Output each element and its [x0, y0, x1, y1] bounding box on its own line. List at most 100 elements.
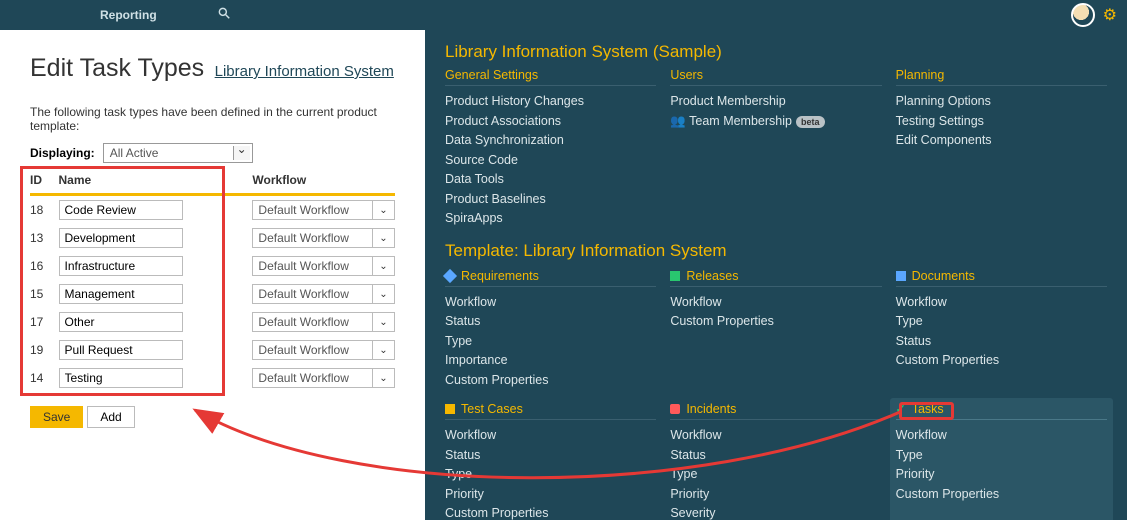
workflow-select[interactable]: Default Workflow [252, 340, 373, 360]
link-testcases-status[interactable]: Status [445, 446, 656, 466]
diamond-icon [443, 268, 457, 282]
name-input[interactable] [59, 368, 183, 388]
table-row: 15 Default Workflow⌄ [30, 280, 395, 308]
name-input[interactable] [59, 340, 183, 360]
link-incidents-status[interactable]: Status [670, 446, 881, 466]
chevron-down-icon[interactable]: ⌄ [373, 340, 395, 360]
task-types-table: ID Name Workflow 18Default Workflow⌄13De… [30, 169, 395, 392]
workflow-select[interactable]: Default Workflow [252, 228, 373, 248]
link-general-product-associations[interactable]: Product Associations [445, 112, 656, 132]
chevron-down-icon[interactable]: ⌄ [373, 312, 395, 332]
link-requirements-importance[interactable]: Importance [445, 351, 656, 371]
row-id: 15 [30, 287, 59, 301]
chevron-down-icon[interactable]: ⌄ [373, 368, 395, 388]
link-tasks-workflow[interactable]: Workflow [896, 426, 1107, 446]
col-workflow: Workflow [252, 173, 395, 187]
link-team-membership[interactable]: 👥 Team Membershipbeta [670, 112, 881, 132]
workflow-select[interactable]: Default Workflow [252, 284, 373, 304]
link-tasks-priority[interactable]: Priority [896, 465, 1107, 485]
table-row: 16 Default Workflow⌄ [30, 252, 395, 280]
check-icon: ✓ [896, 402, 906, 416]
chevron-down-icon[interactable]: ⌄ [373, 256, 395, 276]
link-incidents-priority[interactable]: Priority [670, 485, 881, 505]
link-releases-workflow[interactable]: Workflow [670, 293, 881, 313]
requirements-head[interactable]: Requirements [445, 269, 656, 287]
chevron-down-icon[interactable]: ⌄ [373, 284, 395, 304]
workflow-select[interactable]: Default Workflow [252, 256, 373, 276]
tasks-head[interactable]: ✓Tasks [896, 402, 1107, 420]
row-id: 13 [30, 231, 59, 245]
save-button[interactable]: Save [30, 406, 83, 428]
link-product-membership[interactable]: Product Membership [670, 92, 881, 112]
link-planning-testing-settings[interactable]: Testing Settings [896, 112, 1107, 132]
name-input[interactable] [59, 228, 183, 248]
link-documents-custom-properties[interactable]: Custom Properties [896, 351, 1107, 371]
name-input[interactable] [59, 256, 183, 276]
row-id: 17 [30, 315, 59, 329]
beta-badge: beta [796, 116, 825, 129]
link-general-product-history-changes[interactable]: Product History Changes [445, 92, 656, 112]
name-input[interactable] [59, 284, 183, 304]
table-row: 19Default Workflow⌄ [30, 336, 395, 364]
link-incidents-type[interactable]: Type [670, 465, 881, 485]
name-input[interactable] [59, 312, 183, 332]
intro-text: The following task types have been defin… [30, 105, 395, 133]
link-general-data-synchronization[interactable]: Data Synchronization [445, 131, 656, 151]
link-testcases-workflow[interactable]: Workflow [445, 426, 656, 446]
link-general-product-baselines[interactable]: Product Baselines [445, 190, 656, 210]
displaying-select[interactable]: All Active [103, 143, 253, 163]
table-row: 18 Default Workflow⌄ [30, 196, 395, 224]
name-input[interactable] [59, 200, 183, 220]
link-planning-edit-components[interactable]: Edit Components [896, 131, 1107, 151]
link-tasks-type[interactable]: Type [896, 446, 1107, 466]
general-settings-head[interactable]: General Settings [445, 68, 656, 86]
chevron-down-icon[interactable]: ⌄ [373, 228, 395, 248]
planning-head[interactable]: Planning [896, 68, 1107, 86]
avatar[interactable] [1071, 3, 1095, 27]
testcases-head[interactable]: Test Cases [445, 402, 656, 420]
template-title: Template: Library Information System [445, 241, 1107, 261]
row-id: 16 [30, 259, 59, 273]
link-requirements-workflow[interactable]: Workflow [445, 293, 656, 313]
library-title: Library Information System (Sample) [445, 42, 1107, 62]
row-id: 18 [30, 203, 59, 217]
link-requirements-custom-properties[interactable]: Custom Properties [445, 371, 656, 391]
link-incidents-severity[interactable]: Severity [670, 504, 881, 520]
page-title: Edit Task Types [30, 54, 204, 82]
breadcrumb-link[interactable]: Library Information System [215, 63, 394, 80]
workflow-select[interactable]: Default Workflow [252, 368, 373, 388]
releases-head[interactable]: Releases [670, 269, 881, 287]
displaying-label: Displaying: [30, 146, 95, 160]
col-name: Name [59, 173, 211, 187]
link-general-spiraapps[interactable]: SpiraApps [445, 209, 656, 229]
link-general-source-code[interactable]: Source Code [445, 151, 656, 171]
link-incidents-workflow[interactable]: Workflow [670, 426, 881, 446]
workflow-select[interactable]: Default Workflow [252, 200, 373, 220]
add-button[interactable]: Add [87, 406, 134, 428]
link-planning-planning-options[interactable]: Planning Options [896, 92, 1107, 112]
link-documents-workflow[interactable]: Workflow [896, 293, 1107, 313]
link-testcases-type[interactable]: Type [445, 465, 656, 485]
row-id: 14 [30, 371, 59, 385]
link-testcases-priority[interactable]: Priority [445, 485, 656, 505]
link-documents-type[interactable]: Type [896, 312, 1107, 332]
link-general-data-tools[interactable]: Data Tools [445, 170, 656, 190]
link-testcases-custom-properties[interactable]: Custom Properties [445, 504, 656, 520]
right-panel: Library Information System (Sample) Gene… [425, 30, 1127, 520]
documents-head[interactable]: Documents [896, 269, 1107, 287]
users-head[interactable]: Users [670, 68, 881, 86]
link-requirements-type[interactable]: Type [445, 332, 656, 352]
doc-icon [896, 271, 906, 281]
gear-icon[interactable]: ⚙ [1103, 5, 1117, 25]
bug-icon [670, 404, 680, 414]
nav-reporting[interactable]: Reporting [100, 8, 157, 22]
incidents-head[interactable]: Incidents [670, 402, 881, 420]
link-tasks-custom-properties[interactable]: Custom Properties [896, 485, 1107, 505]
workflow-select[interactable]: Default Workflow [252, 312, 373, 332]
link-documents-status[interactable]: Status [896, 332, 1107, 352]
chevron-down-icon[interactable]: ⌄ [373, 200, 395, 220]
link-requirements-status[interactable]: Status [445, 312, 656, 332]
team-membership-label: Team Membership [689, 114, 792, 128]
link-releases-custom-properties[interactable]: Custom Properties [670, 312, 881, 332]
search-icon[interactable] [217, 6, 231, 25]
